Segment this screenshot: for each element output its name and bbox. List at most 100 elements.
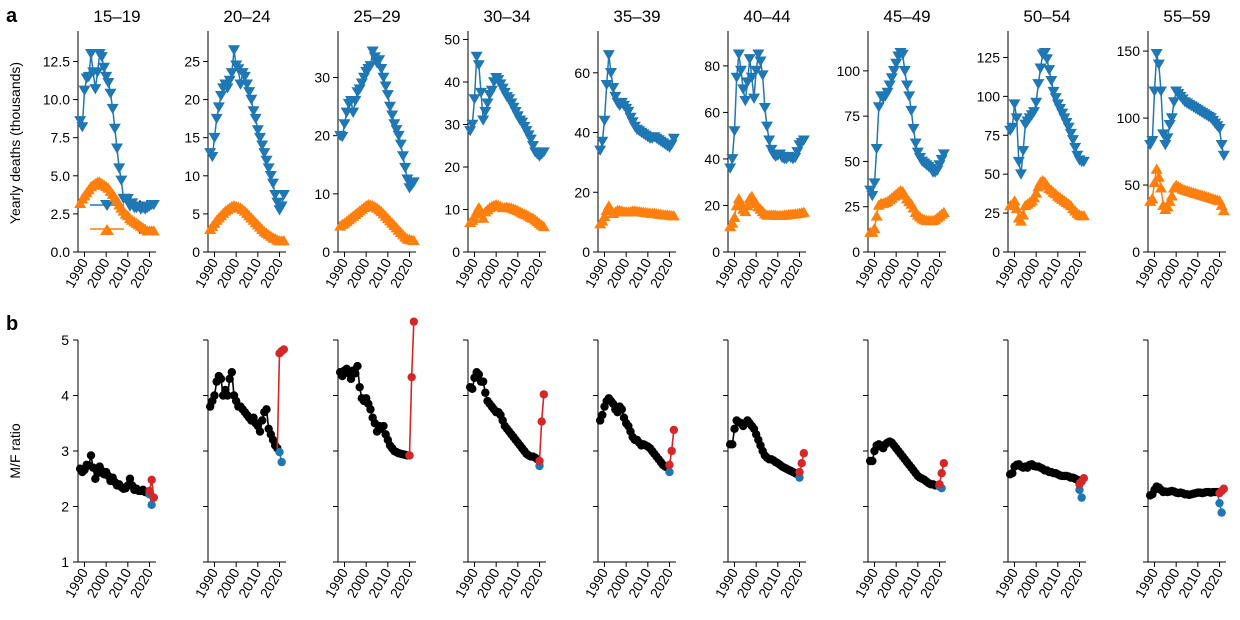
ratio-projection-red-point [1219, 484, 1229, 493]
data-point-m [264, 170, 277, 182]
y-tick-label: 3 [61, 443, 69, 459]
ratio-projection-red-line [276, 348, 285, 449]
ratio-series-point [227, 367, 237, 377]
data-point-m [472, 60, 485, 71]
y-tick-label: 5.0 [51, 168, 71, 184]
y-tick-label: 40 [704, 151, 720, 167]
subplot-title: 25–29 [353, 7, 400, 26]
data-point-m [1032, 79, 1045, 90]
y-tick-label: 80 [704, 58, 720, 74]
data-point-m [1161, 133, 1174, 144]
data-point-m [98, 62, 110, 73]
ratio-series-point [225, 374, 234, 384]
data-point-m [91, 67, 104, 78]
data-point-m [106, 103, 119, 115]
data-point-m [598, 115, 611, 126]
data-point-m [388, 119, 401, 130]
data-point-m [76, 122, 89, 133]
data-point-m [732, 49, 745, 60]
data-point-f [1010, 203, 1023, 214]
x-tick-label: 2020 [517, 255, 547, 290]
ratio-projection-red-point [535, 456, 544, 466]
data-point-f [1148, 176, 1161, 188]
y-tick-label: 12.5 [43, 53, 70, 69]
data-point-m [602, 50, 615, 61]
data-point-m [1064, 128, 1077, 140]
data-point-m [338, 119, 351, 130]
ratio-series-point [262, 405, 271, 414]
data-point-m [468, 94, 481, 105]
data-point-f [1165, 190, 1178, 201]
data-point-m [104, 88, 117, 99]
subplot-title: 45–49 [883, 7, 930, 26]
y-tick-label: 100 [977, 88, 1001, 104]
data-point-f [472, 201, 485, 213]
ratio-projection-red-point [405, 451, 414, 460]
data-point-m [596, 136, 609, 147]
y-tick-label: 50 [984, 166, 1000, 182]
data-point-f [147, 225, 160, 236]
data-point-m [275, 201, 288, 212]
y-tick-label: 40 [444, 74, 460, 90]
data-point-m [868, 178, 881, 189]
data-point-m [1017, 146, 1030, 157]
x-tick-label: 2020 [777, 255, 807, 290]
data-point-f [797, 206, 810, 217]
ratio-series-point [353, 361, 362, 371]
panel-label-a: a [6, 5, 18, 27]
data-point-m [277, 190, 290, 201]
y-tick-label: 20 [314, 128, 330, 144]
y-tick-label: 20 [574, 184, 590, 200]
data-point-m [379, 81, 392, 92]
y-tick-label: 5 [192, 206, 200, 222]
data-point-m [74, 116, 87, 127]
y-tick-label: 25 [184, 53, 200, 69]
data-point-m [898, 66, 911, 77]
x-tick-label: 2020 [257, 565, 287, 600]
ratio-series-point [1008, 469, 1017, 478]
data-point-m [223, 75, 236, 86]
x-tick-label: 2020 [517, 565, 547, 600]
y-tick-label: 0 [192, 244, 200, 260]
data-point-f [1015, 215, 1027, 226]
data-point-m [1155, 86, 1167, 97]
y-tick-label: 50 [444, 32, 460, 48]
y-tick-label: 15 [184, 130, 200, 146]
data-point-m [903, 91, 916, 102]
data-point-m [527, 140, 539, 152]
ratio-projection-red-point [149, 493, 159, 502]
data-point-m [745, 72, 758, 83]
y-tick-label: 7.5 [51, 130, 71, 146]
data-point-m [466, 119, 479, 130]
data-point-m [901, 80, 913, 91]
data-point-f [868, 223, 881, 234]
data-point-f [667, 210, 680, 221]
data-point-m [728, 126, 741, 137]
data-point-m [78, 85, 91, 96]
data-point-m [763, 135, 776, 146]
data-point-m [262, 163, 275, 174]
ratio-projection-red-point [145, 486, 154, 496]
data-point-m [1213, 123, 1226, 135]
y-tick-label: 2.5 [51, 206, 71, 222]
y-tick-label: 125 [977, 49, 1001, 65]
ratio-series-point [730, 424, 739, 433]
ratio-projection-blue-point [1215, 498, 1224, 508]
data-point-m [254, 132, 266, 144]
y-tick-label: 100 [837, 63, 861, 79]
ratio-series-point [210, 391, 219, 400]
ratio-series-point [481, 388, 490, 397]
legend-marker-m [100, 200, 114, 211]
ratio-series-point [223, 391, 232, 400]
data-point-m [212, 102, 225, 113]
ratio-projection-red-point [937, 469, 946, 478]
data-point-m [147, 199, 160, 211]
ratio-series-point [468, 384, 477, 394]
ratio-projection-blue-point [275, 447, 284, 457]
ratio-projection-red-line [536, 394, 545, 463]
data-point-m [600, 79, 613, 91]
